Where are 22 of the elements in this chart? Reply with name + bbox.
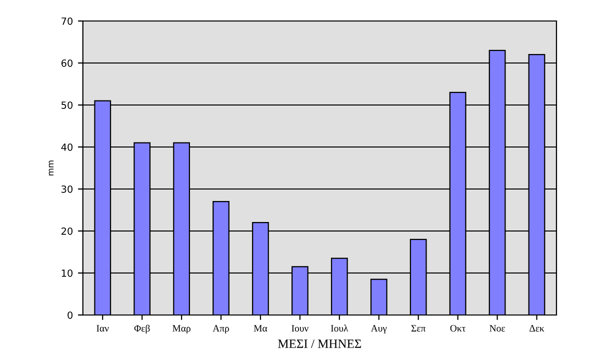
x-tick-label: Σεπ xyxy=(411,325,426,332)
y-tick-label: 50 xyxy=(62,101,73,109)
x-tick-label: Φεβ xyxy=(134,324,150,334)
x-tick-label: Ιουλ xyxy=(330,324,348,332)
x-tick-label: Ιουν xyxy=(292,325,308,332)
x-tick-label: Μαρ xyxy=(172,325,190,334)
x-tick-label: Αυγ xyxy=(370,325,387,334)
x-axis-title: ΜΕΣΙ / ΜΗΝΕΣ xyxy=(278,340,362,348)
x-tick-label: Απρ xyxy=(212,325,230,334)
x-tick-label: Δεκ xyxy=(530,325,544,332)
y-tick-label: 0 xyxy=(68,311,73,319)
y-tick-label: 30 xyxy=(62,185,73,193)
y-axis-title: mm xyxy=(48,160,54,176)
y-tick-label: 60 xyxy=(61,59,73,67)
y-tick-label: 10 xyxy=(62,269,73,277)
y-tick-label: 20 xyxy=(62,227,73,235)
x-tick-label: Ιαν xyxy=(96,325,109,332)
x-tick-label: Νοε xyxy=(490,325,505,332)
y-tick-label: 70 xyxy=(62,17,73,25)
x-tick-label: Μα xyxy=(254,325,268,332)
x-tick-label: Οκτ xyxy=(450,325,466,332)
y-tick-label: 40 xyxy=(61,143,73,151)
